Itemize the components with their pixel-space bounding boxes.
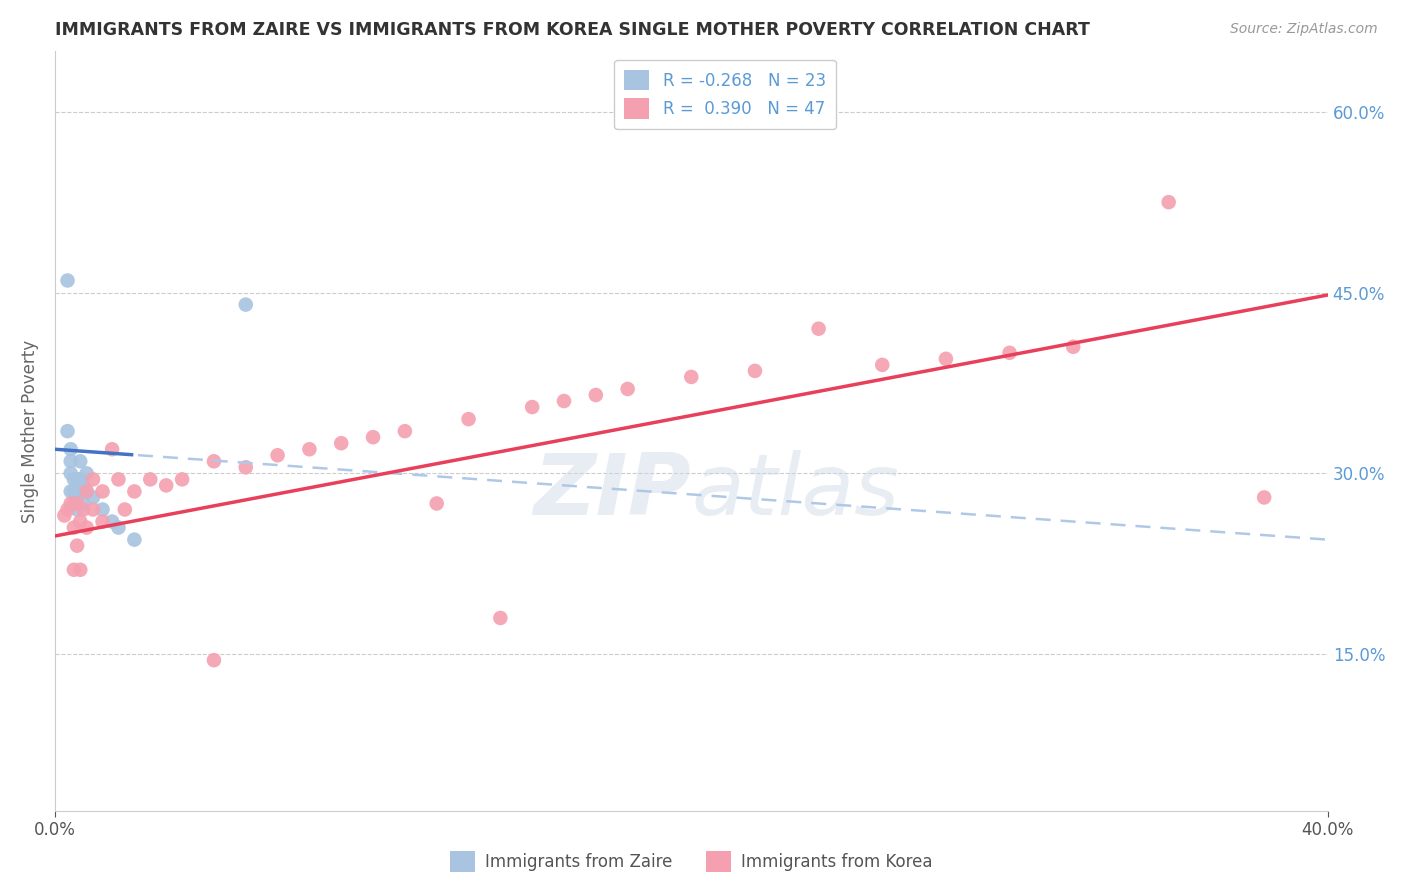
Point xyxy=(266,448,288,462)
Point xyxy=(69,472,91,486)
Point xyxy=(63,520,86,534)
Point xyxy=(59,454,82,468)
Point xyxy=(76,520,98,534)
Point xyxy=(59,467,82,481)
Text: Source: ZipAtlas.com: Source: ZipAtlas.com xyxy=(1230,22,1378,37)
Point xyxy=(82,472,104,486)
Point xyxy=(807,322,830,336)
Point xyxy=(53,508,76,523)
Point xyxy=(56,424,79,438)
Point xyxy=(585,388,607,402)
Point xyxy=(63,563,86,577)
Point xyxy=(870,358,893,372)
Point xyxy=(66,491,89,505)
Point xyxy=(56,273,79,287)
Point xyxy=(1253,491,1275,505)
Point xyxy=(681,370,703,384)
Point xyxy=(72,502,94,516)
Point xyxy=(59,442,82,457)
Point xyxy=(426,496,449,510)
Point xyxy=(76,484,98,499)
Point xyxy=(235,297,257,311)
Point xyxy=(66,539,89,553)
Point xyxy=(124,533,146,547)
Point xyxy=(56,502,79,516)
Point xyxy=(139,472,162,486)
Point xyxy=(76,484,98,499)
Point xyxy=(69,454,91,468)
Point xyxy=(101,442,124,457)
Point xyxy=(59,496,82,510)
Point xyxy=(998,346,1021,360)
Point xyxy=(91,502,114,516)
Point xyxy=(522,400,544,414)
Point xyxy=(616,382,638,396)
Legend: Immigrants from Zaire, Immigrants from Korea: Immigrants from Zaire, Immigrants from K… xyxy=(443,845,939,879)
Point xyxy=(330,436,353,450)
Point xyxy=(457,412,479,426)
Point xyxy=(72,496,94,510)
Point xyxy=(1062,340,1084,354)
Point xyxy=(66,496,89,510)
Point xyxy=(69,484,91,499)
Text: IMMIGRANTS FROM ZAIRE VS IMMIGRANTS FROM KOREA SINGLE MOTHER POVERTY CORRELATION: IMMIGRANTS FROM ZAIRE VS IMMIGRANTS FROM… xyxy=(55,21,1090,39)
Point xyxy=(82,502,104,516)
Point xyxy=(107,472,129,486)
Point xyxy=(124,484,146,499)
Point xyxy=(235,460,257,475)
Point xyxy=(101,515,124,529)
Point xyxy=(298,442,321,457)
Point xyxy=(202,454,225,468)
Point xyxy=(63,472,86,486)
Point xyxy=(59,484,82,499)
Point xyxy=(91,515,114,529)
Point xyxy=(553,394,575,409)
Point xyxy=(63,496,86,510)
Point xyxy=(155,478,177,492)
Point xyxy=(1157,195,1180,210)
Point xyxy=(69,563,91,577)
Y-axis label: Single Mother Poverty: Single Mother Poverty xyxy=(21,340,39,523)
Text: ZIP: ZIP xyxy=(534,450,692,533)
Point xyxy=(66,472,89,486)
Point xyxy=(69,515,91,529)
Point xyxy=(744,364,766,378)
Point xyxy=(63,484,86,499)
Point xyxy=(361,430,384,444)
Point xyxy=(82,491,104,505)
Text: atlas: atlas xyxy=(692,450,900,533)
Point xyxy=(489,611,512,625)
Point xyxy=(72,478,94,492)
Point xyxy=(114,502,136,516)
Point xyxy=(76,467,98,481)
Point xyxy=(202,653,225,667)
Point xyxy=(935,351,957,366)
Point xyxy=(172,472,194,486)
Point xyxy=(66,502,89,516)
Point xyxy=(107,520,129,534)
Point xyxy=(91,484,114,499)
Point xyxy=(394,424,416,438)
